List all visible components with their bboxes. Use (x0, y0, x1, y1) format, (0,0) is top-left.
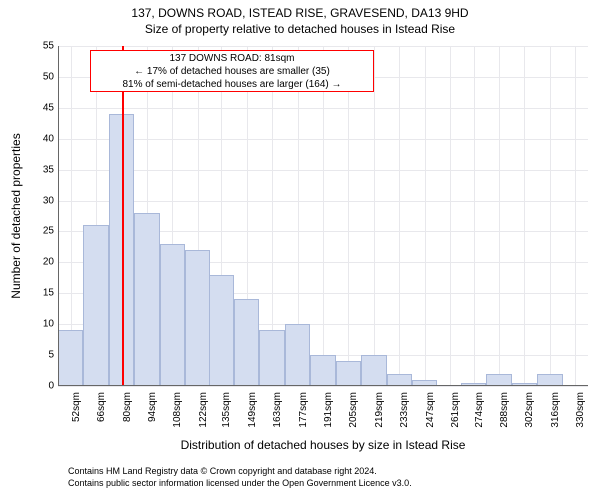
gridline-vertical (524, 46, 525, 386)
gridline-vertical (575, 46, 576, 386)
y-tick-label: 15 (43, 288, 54, 299)
gridline-vertical (499, 46, 500, 386)
x-tick-label: 52sqm (71, 392, 82, 422)
histogram-bar (58, 330, 83, 386)
x-tick-label: 261sqm (450, 392, 461, 428)
x-tick-label: 163sqm (272, 392, 283, 428)
y-tick-label: 45 (43, 102, 54, 113)
highlight-line (122, 46, 124, 386)
gridline-vertical (348, 46, 349, 386)
x-tick-label: 191sqm (323, 392, 334, 428)
x-tick-label: 205sqm (348, 392, 359, 428)
histogram-bar (160, 244, 185, 386)
chart-subtitle: Size of property relative to detached ho… (0, 22, 600, 36)
histogram-bar (285, 324, 310, 386)
histogram-bar (336, 361, 361, 386)
chart-container: 137, DOWNS ROAD, ISTEAD RISE, GRAVESEND,… (0, 0, 600, 500)
x-tick-label: 149sqm (247, 392, 258, 428)
y-tick-label: 10 (43, 319, 54, 330)
chart-title: 137, DOWNS ROAD, ISTEAD RISE, GRAVESEND,… (0, 6, 600, 20)
attribution-line-2: Contains public sector information licen… (68, 478, 412, 488)
x-tick-label: 316sqm (550, 392, 561, 428)
gridline-vertical (474, 46, 475, 386)
gridline-vertical (550, 46, 551, 386)
histogram-bar (209, 275, 234, 386)
x-tick-label: 233sqm (399, 392, 410, 428)
x-tick-label: 302sqm (524, 392, 535, 428)
gridline-vertical (399, 46, 400, 386)
histogram-bar (234, 299, 259, 386)
y-tick-label: 35 (43, 164, 54, 175)
x-tick-label: 219sqm (374, 392, 385, 428)
y-tick-label: 5 (48, 350, 54, 361)
y-tick-label: 0 (48, 381, 54, 392)
y-tick-label: 25 (43, 226, 54, 237)
y-axis-spine (58, 46, 59, 386)
plot-area (58, 46, 588, 386)
x-tick-label: 80sqm (122, 392, 133, 422)
y-tick-label: 50 (43, 71, 54, 82)
histogram-bar (83, 225, 108, 386)
y-axis-label: Number of detached properties (9, 133, 23, 298)
gridline-horizontal (58, 386, 588, 387)
histogram-bar (310, 355, 335, 386)
y-tick-label: 20 (43, 257, 54, 268)
gridline-vertical (425, 46, 426, 386)
gridline-vertical (374, 46, 375, 386)
attribution-line-1: Contains HM Land Registry data © Crown c… (68, 466, 377, 476)
x-tick-label: 177sqm (298, 392, 309, 428)
gridline-vertical (450, 46, 451, 386)
y-tick-label: 55 (43, 41, 54, 52)
histogram-bar (361, 355, 386, 386)
y-tick-label: 40 (43, 133, 54, 144)
gridline-vertical (323, 46, 324, 386)
x-tick-label: 288sqm (499, 392, 510, 428)
x-tick-label: 108sqm (172, 392, 183, 428)
histogram-bar (259, 330, 284, 386)
x-axis-ticks: 52sqm 66sqm 80sqm 94sqm 108sqm 122sqm 135sqm 14… (58, 392, 588, 442)
y-tick-label: 30 (43, 195, 54, 206)
x-tick-label: 330sqm (575, 392, 586, 428)
x-tick-label: 247sqm (425, 392, 436, 428)
x-tick-label: 66sqm (96, 392, 107, 422)
histogram-bar (134, 213, 159, 386)
x-axis-label: Distribution of detached houses by size … (181, 438, 466, 452)
x-tick-label: 122sqm (198, 392, 209, 428)
x-tick-label: 274sqm (474, 392, 485, 428)
x-tick-label: 135sqm (221, 392, 232, 428)
x-tick-label: 94sqm (147, 392, 158, 422)
callout-box: 137 DOWNS ROAD: 81sqm← 17% of detached h… (90, 50, 374, 92)
callout-line: 81% of semi-detached houses are larger (… (95, 78, 369, 91)
callout-line: ← 17% of detached houses are smaller (35… (95, 65, 369, 78)
x-axis-spine (58, 385, 588, 386)
callout-line: 137 DOWNS ROAD: 81sqm (95, 52, 369, 65)
histogram-bar (185, 250, 210, 386)
